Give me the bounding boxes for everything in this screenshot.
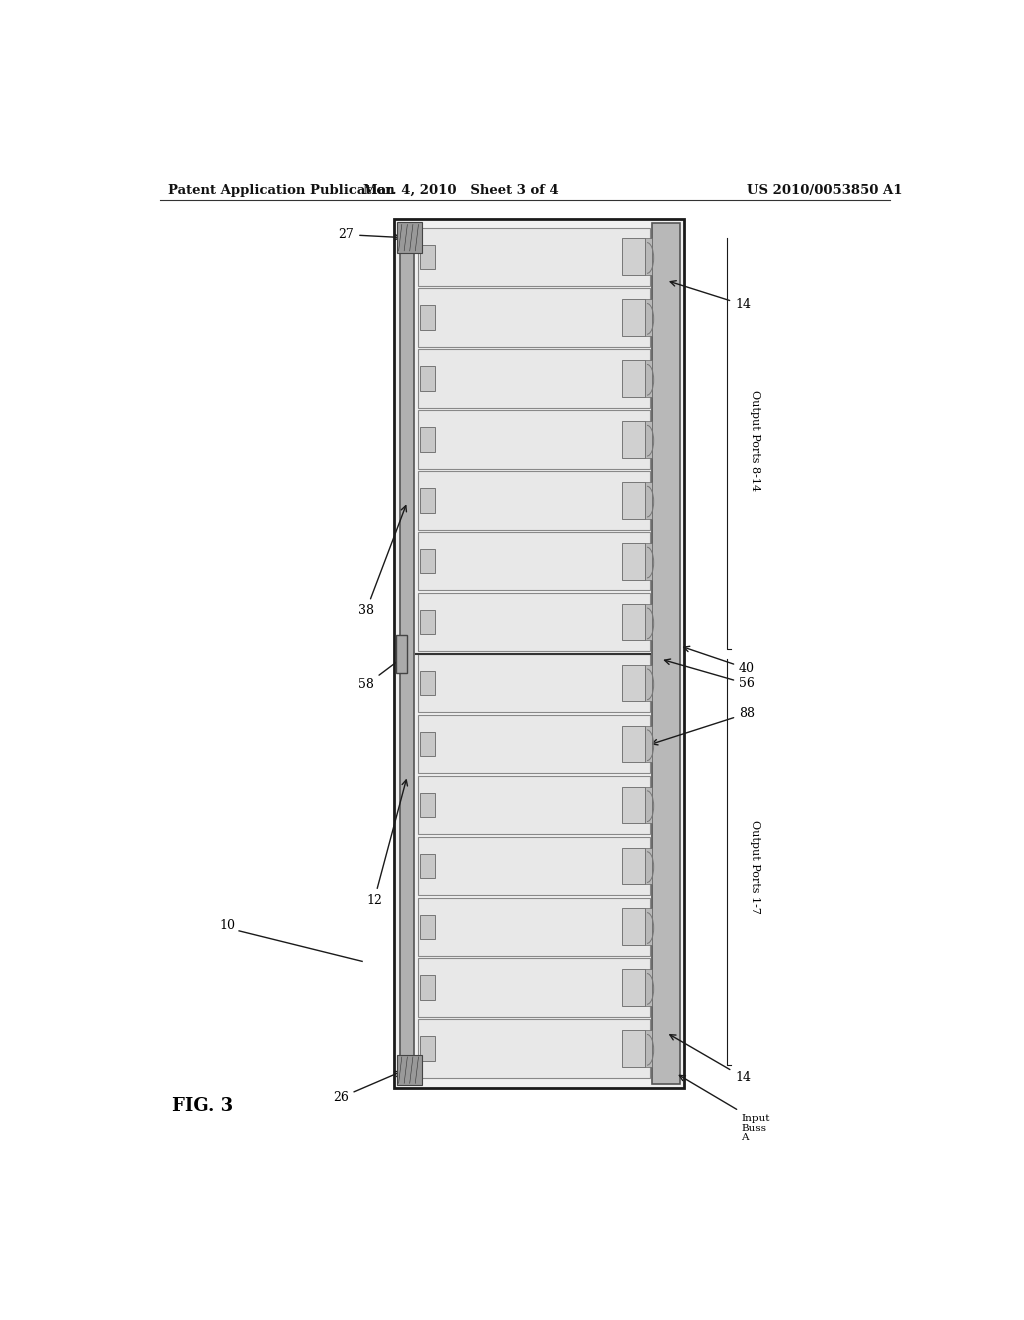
Bar bbox=[418, 227, 650, 286]
Bar bbox=[645, 847, 651, 884]
Bar bbox=[418, 289, 650, 347]
Bar bbox=[645, 300, 651, 335]
Text: 40: 40 bbox=[684, 647, 755, 675]
Bar bbox=[397, 1055, 423, 1085]
Bar bbox=[421, 305, 435, 330]
Bar bbox=[421, 367, 435, 391]
Text: 10: 10 bbox=[219, 919, 236, 932]
Bar bbox=[421, 488, 435, 512]
Bar bbox=[400, 223, 415, 1084]
Text: 12: 12 bbox=[366, 780, 408, 907]
Bar bbox=[645, 908, 651, 945]
Bar bbox=[418, 715, 650, 774]
Bar bbox=[421, 244, 435, 269]
Bar bbox=[622, 787, 645, 824]
Bar bbox=[645, 482, 651, 519]
Text: 56: 56 bbox=[665, 659, 755, 690]
Bar bbox=[421, 610, 435, 635]
Bar bbox=[418, 350, 650, 408]
Bar bbox=[645, 360, 651, 397]
Bar bbox=[418, 532, 650, 590]
Text: 38: 38 bbox=[358, 506, 407, 618]
Bar bbox=[622, 847, 645, 884]
Bar bbox=[622, 300, 645, 335]
Bar bbox=[421, 915, 435, 939]
Text: Output Ports 1-7: Output Ports 1-7 bbox=[750, 820, 760, 913]
Bar bbox=[421, 793, 435, 817]
Bar bbox=[418, 837, 650, 895]
Bar bbox=[418, 471, 650, 529]
Text: FIG. 3: FIG. 3 bbox=[172, 1097, 232, 1114]
Bar bbox=[418, 776, 650, 834]
Text: Mar. 4, 2010   Sheet 3 of 4: Mar. 4, 2010 Sheet 3 of 4 bbox=[364, 183, 559, 197]
Text: 14: 14 bbox=[670, 1035, 752, 1084]
Bar bbox=[651, 223, 680, 1084]
Bar bbox=[394, 219, 684, 1089]
Bar bbox=[421, 671, 435, 696]
Bar bbox=[421, 1036, 435, 1061]
Text: 27: 27 bbox=[338, 228, 400, 242]
Bar bbox=[622, 908, 645, 945]
Text: 26: 26 bbox=[333, 1072, 400, 1104]
Text: Input: Input bbox=[741, 1114, 770, 1123]
Text: 58: 58 bbox=[358, 656, 403, 692]
Bar bbox=[622, 543, 645, 579]
Bar bbox=[622, 360, 645, 397]
Bar bbox=[421, 549, 435, 573]
Text: A: A bbox=[741, 1133, 749, 1142]
Text: US 2010/0053850 A1: US 2010/0053850 A1 bbox=[748, 183, 902, 197]
Text: 14: 14 bbox=[670, 281, 752, 312]
Bar bbox=[397, 223, 423, 253]
Text: Patent Application Publication: Patent Application Publication bbox=[168, 183, 394, 197]
Bar bbox=[396, 635, 408, 673]
Bar bbox=[421, 854, 435, 878]
Bar bbox=[645, 787, 651, 824]
Bar bbox=[645, 1031, 651, 1067]
Bar bbox=[418, 411, 650, 469]
Bar bbox=[418, 1019, 650, 1077]
Bar bbox=[645, 969, 651, 1006]
Bar bbox=[645, 543, 651, 579]
Bar bbox=[418, 593, 650, 651]
Bar bbox=[421, 428, 435, 451]
Bar bbox=[645, 239, 651, 275]
Bar bbox=[622, 239, 645, 275]
Bar bbox=[421, 731, 435, 756]
Bar bbox=[622, 726, 645, 762]
Bar bbox=[645, 665, 651, 701]
Bar bbox=[418, 958, 650, 1016]
Text: 88: 88 bbox=[652, 706, 755, 744]
Bar bbox=[645, 421, 651, 458]
Bar bbox=[622, 665, 645, 701]
Bar bbox=[622, 1031, 645, 1067]
Bar bbox=[645, 603, 651, 640]
Text: Output Ports 8-14: Output Ports 8-14 bbox=[750, 391, 760, 491]
Bar bbox=[418, 898, 650, 956]
Bar bbox=[622, 482, 645, 519]
Bar bbox=[421, 975, 435, 999]
Bar bbox=[622, 969, 645, 1006]
Bar bbox=[418, 653, 650, 713]
Bar bbox=[645, 726, 651, 762]
Bar bbox=[622, 603, 645, 640]
Text: Buss: Buss bbox=[741, 1123, 766, 1133]
Bar bbox=[622, 421, 645, 458]
